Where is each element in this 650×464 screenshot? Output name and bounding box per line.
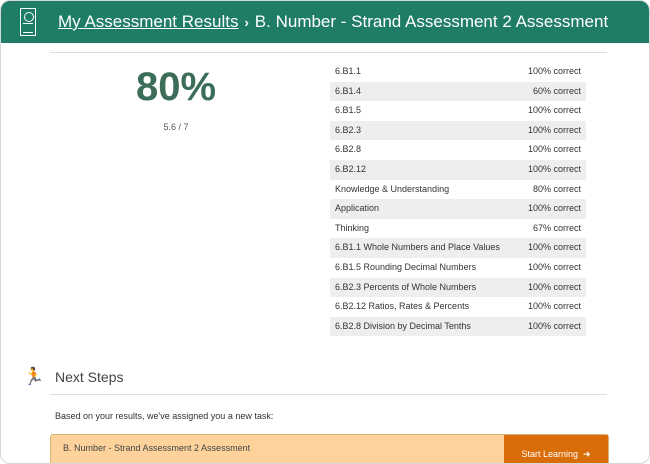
result-row: 6.B2.8 100% correct (330, 140, 586, 160)
breadcrumb: My Assessment Results › B. Number - Strand… (58, 12, 608, 32)
result-label: 6.B1.4 (335, 85, 362, 96)
result-row: 6.B1.5 100% correct (330, 101, 586, 121)
score-fraction: 5.6 / 7 (163, 122, 189, 132)
stairs-runner-icon: 🏃 (23, 367, 45, 386)
result-label: 6.B2.3 (335, 124, 362, 135)
result-label: 6.B2.3 Percents of Whole Numbers (335, 281, 477, 292)
divider (50, 52, 607, 53)
result-value: 80% correct (532, 183, 581, 194)
result-row: 6.B2.8 Division by Decimal Tenths 100% co… (330, 316, 586, 337)
result-value: 100% correct (527, 281, 581, 292)
result-row: 6.B1.4 60% correct (330, 81, 586, 102)
result-label: 6.B1.1 (335, 66, 362, 76)
task-name: B. Number - Strand Assessment 2 Assessme… (63, 443, 251, 453)
assigned-task-card: B. Number - Strand Assessment 2 Assessme… (50, 434, 609, 463)
my-assessment-results-link[interactable]: My Assessment Results (58, 12, 239, 31)
result-value: 67% correct (532, 222, 581, 233)
arrow-right-icon: ➜ (583, 449, 591, 459)
result-row: 6.B1.1 100% correct (330, 62, 586, 82)
result-label: 6.B1.1 Whole Numbers and Place Values (335, 242, 500, 253)
result-value: 100% correct (527, 261, 581, 272)
result-label: Application (335, 203, 380, 214)
results-table: 6.B1.1 100% correct 6.B1.4 60% correct 6.B1.… (330, 62, 586, 337)
start-learning-button[interactable]: Start Learning ➜ (504, 435, 608, 463)
result-label: 6.B2.12 Ratios, Rates & Percents (335, 301, 470, 312)
result-label: 6.B1.5 (335, 105, 362, 116)
start-learning-label: Start Learning (521, 449, 578, 459)
result-row: 6.B2.12 100% correct (330, 159, 586, 180)
header-bar: My Assessment Results › B. Number - Strand… (1, 1, 649, 43)
result-value: 100% correct (527, 144, 581, 155)
report-card-icon (20, 8, 36, 36)
result-label: 6.B2.8 Division by Decimal Tenths (335, 320, 471, 331)
result-row: 6.B2.12 Ratios, Rates & Percents 100% cor… (330, 297, 586, 317)
score-percent: 80% (135, 65, 217, 109)
next-steps-title: Next Steps (55, 369, 124, 385)
result-row: Knowledge & Understanding 80% correct (330, 180, 586, 200)
result-row: 6.B2.3 Percents of Whole Numbers 100% cor… (330, 277, 586, 298)
result-label: 6.B2.8 (335, 144, 362, 155)
result-value: 100% correct (527, 163, 581, 174)
result-row: 6.B2.3 100% correct (330, 120, 586, 141)
divider (50, 394, 607, 395)
result-value: 100% correct (527, 242, 581, 253)
page-title: B. Number - Strand Assessment 2 Assessme… (254, 12, 609, 31)
score-summary: 80% 5.6 / 7 (101, 65, 251, 132)
result-value: 100% correct (527, 203, 581, 214)
result-label: Thinking (335, 222, 370, 233)
result-value: 60% correct (532, 85, 581, 96)
result-label: 6.B2.12 (335, 163, 367, 174)
result-row: 6.B1.1 Whole Numbers and Place Values 100… (330, 238, 586, 258)
chevron-right-icon: › (244, 15, 249, 30)
result-row: Application 100% correct (330, 199, 586, 219)
next-steps-intro: Based on your results, we've assigned yo… (55, 411, 274, 421)
result-value: 100% correct (527, 301, 581, 312)
result-value: 100% correct (527, 124, 581, 135)
next-steps-heading: 🏃 Next Steps (23, 367, 123, 387)
result-row: Thinking 67% correct (330, 219, 586, 239)
result-label: 6.B1.5 Rounding Decimal Numbers (335, 261, 477, 272)
result-label: Knowledge & Understanding (335, 183, 450, 194)
result-row: 6.B1.5 Rounding Decimal Numbers 100% corr… (330, 258, 586, 278)
result-value: 100% correct (527, 320, 581, 331)
result-value: 100% correct (527, 66, 581, 76)
result-value: 100% correct (527, 105, 581, 116)
